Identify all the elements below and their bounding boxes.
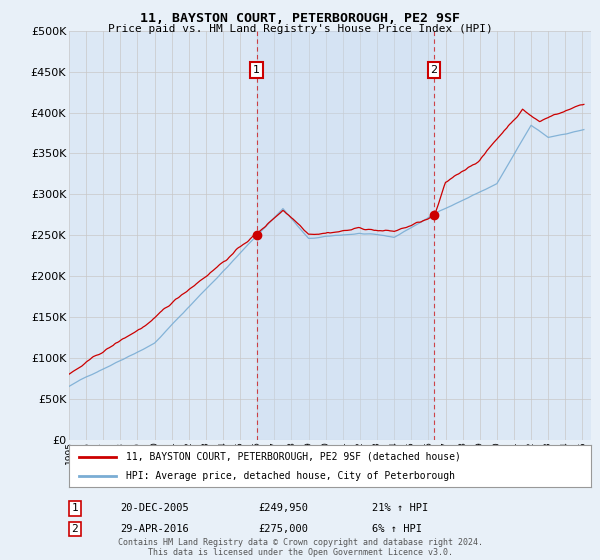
Text: 6% ↑ HPI: 6% ↑ HPI (372, 524, 422, 534)
Bar (257, 31, 434, 440)
Text: Price paid vs. HM Land Registry's House Price Index (HPI): Price paid vs. HM Land Registry's House … (107, 24, 493, 34)
Text: 29-APR-2016: 29-APR-2016 (120, 524, 189, 534)
Text: 2: 2 (71, 524, 79, 534)
Text: 20-DEC-2005: 20-DEC-2005 (120, 503, 189, 514)
Text: 11, BAYSTON COURT, PETERBOROUGH, PE2 9SF (detached house): 11, BAYSTON COURT, PETERBOROUGH, PE2 9SF… (127, 451, 461, 461)
Text: 1: 1 (253, 65, 260, 75)
Text: 21% ↑ HPI: 21% ↑ HPI (372, 503, 428, 514)
Text: HPI: Average price, detached house, City of Peterborough: HPI: Average price, detached house, City… (127, 471, 455, 481)
Text: £275,000: £275,000 (258, 524, 308, 534)
Text: 11, BAYSTON COURT, PETERBOROUGH, PE2 9SF: 11, BAYSTON COURT, PETERBOROUGH, PE2 9SF (140, 12, 460, 25)
Text: Contains HM Land Registry data © Crown copyright and database right 2024.
This d: Contains HM Land Registry data © Crown c… (118, 538, 482, 557)
Text: £249,950: £249,950 (258, 503, 308, 514)
Text: 2: 2 (430, 65, 437, 75)
Text: 1: 1 (71, 503, 79, 514)
